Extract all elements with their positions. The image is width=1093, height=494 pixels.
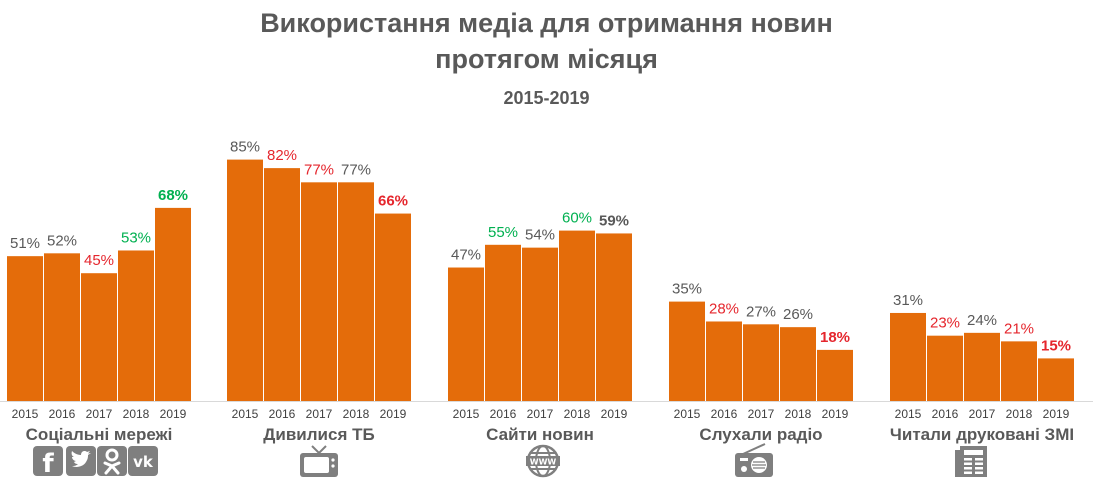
- bar: [780, 327, 816, 401]
- category-label: Соціальні мережі: [26, 425, 173, 444]
- x-tick-label: 2016: [711, 407, 738, 421]
- bar: [448, 267, 484, 401]
- x-tick-label: 2019: [160, 407, 187, 421]
- data-label: 59%: [599, 212, 629, 229]
- x-tick-label: 2017: [748, 407, 775, 421]
- data-label: 66%: [378, 193, 408, 210]
- twitter-icon: [66, 446, 96, 476]
- x-tick-label: 2018: [123, 407, 150, 421]
- bar: [375, 213, 411, 401]
- data-label: 51%: [10, 235, 40, 252]
- x-tick-label: 2016: [490, 407, 517, 421]
- data-label: 21%: [1004, 320, 1034, 337]
- x-tick-label: 2015: [232, 407, 259, 421]
- data-label: 77%: [341, 161, 371, 178]
- data-label: 53%: [121, 229, 151, 246]
- bar: [522, 247, 558, 401]
- bar: [1001, 341, 1037, 401]
- data-label: 23%: [930, 315, 960, 332]
- category-label: Дивилися ТБ: [263, 425, 374, 444]
- bar: [227, 159, 263, 401]
- x-tick-label: 2015: [12, 407, 39, 421]
- data-label: 26%: [783, 306, 813, 323]
- x-tick-label: 2018: [564, 407, 591, 421]
- data-label: 47%: [451, 247, 481, 264]
- x-tick-label: 2015: [895, 407, 922, 421]
- data-label: 18%: [820, 329, 850, 346]
- svg-text:vk: vk: [133, 453, 154, 471]
- x-tick-label: 2016: [269, 407, 296, 421]
- data-label: 54%: [525, 227, 555, 244]
- bar: [596, 233, 632, 401]
- data-label: 35%: [672, 281, 702, 298]
- bar: [7, 256, 43, 401]
- category-label: Читали друковані ЗМІ: [890, 425, 1074, 444]
- x-tick-label: 2017: [306, 407, 333, 421]
- data-label: 52%: [47, 232, 77, 249]
- data-label: 15%: [1041, 337, 1071, 354]
- x-tick-label: 2019: [380, 407, 407, 421]
- bar: [118, 250, 154, 401]
- facebook-icon: f: [33, 446, 63, 479]
- data-label: 31%: [893, 292, 923, 309]
- x-tick-label: 2018: [1006, 407, 1033, 421]
- bar: [44, 253, 80, 401]
- bar: [559, 230, 595, 401]
- data-label: 45%: [84, 252, 114, 269]
- x-tick-label: 2015: [674, 407, 701, 421]
- newspaper-icon: [955, 446, 987, 477]
- data-label: 55%: [488, 224, 518, 241]
- x-tick-label: 2018: [343, 407, 370, 421]
- chart-title-line2: протягом місяця: [435, 44, 658, 74]
- x-tick-label: 2019: [601, 407, 628, 421]
- tv-icon: [300, 445, 338, 477]
- bar: [706, 321, 742, 401]
- chart-title: Використання медіа для отримання новин: [260, 8, 833, 38]
- www-globe-icon: WWW: [526, 444, 560, 478]
- bar: [1038, 358, 1074, 401]
- bar: [817, 349, 853, 401]
- bar: [338, 182, 374, 401]
- x-tick-label: 2016: [932, 407, 959, 421]
- x-tick-label: 2017: [527, 407, 554, 421]
- data-label: 68%: [158, 187, 188, 204]
- svg-text:f: f: [42, 449, 54, 479]
- x-tick-label: 2017: [969, 407, 996, 421]
- odnoklassniki-icon: [97, 446, 127, 476]
- data-label: 77%: [304, 161, 334, 178]
- bar: [264, 168, 300, 401]
- bar: [743, 324, 779, 401]
- bar: [890, 312, 926, 401]
- data-label: 82%: [267, 147, 297, 164]
- bar: [81, 273, 117, 401]
- x-tick-label: 2018: [785, 407, 812, 421]
- data-label: 27%: [746, 303, 776, 320]
- data-label: 85%: [230, 139, 260, 156]
- chart-subtitle: 2015-2019: [503, 88, 590, 108]
- bar: [485, 244, 521, 401]
- x-tick-label: 2019: [1043, 407, 1070, 421]
- category-label: Слухали радіо: [699, 425, 822, 444]
- x-tick-label: 2019: [822, 407, 849, 421]
- data-label: 60%: [562, 210, 592, 227]
- bar: [669, 301, 705, 401]
- data-label: 24%: [967, 312, 997, 329]
- radio-icon: [735, 443, 773, 477]
- vk-icon: vk: [128, 446, 158, 476]
- bar: [155, 207, 191, 401]
- category-label: Сайти новин: [486, 425, 594, 444]
- bar: [964, 332, 1000, 401]
- x-tick-label: 2017: [86, 407, 113, 421]
- bar: [927, 335, 963, 401]
- svg-text:WWW: WWW: [530, 458, 557, 467]
- data-label: 28%: [709, 300, 739, 317]
- x-tick-label: 2015: [453, 407, 480, 421]
- x-tick-label: 2016: [49, 407, 76, 421]
- bar: [301, 182, 337, 401]
